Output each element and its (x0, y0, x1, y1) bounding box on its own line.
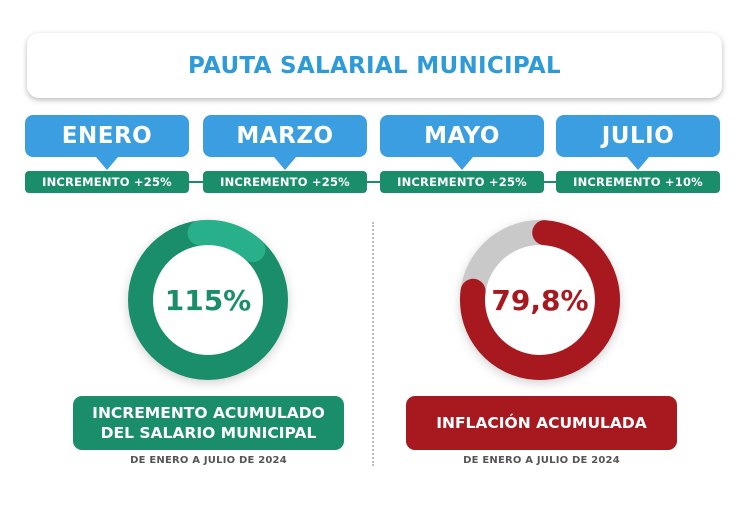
inflation-label: INFLACIÓN ACUMULADA (436, 414, 647, 432)
inflation-period: DE ENERO A JULIO DE 2024 (463, 455, 620, 466)
dotted-divider (372, 222, 374, 466)
page-title: PAUTA SALARIAL MUNICIPAL (188, 52, 561, 79)
increment-label: INCREMENTO +25% (220, 175, 350, 189)
salary-ring-graphic (128, 219, 288, 380)
increment-bar-mayo: INCREMENTO +25% (380, 171, 544, 193)
month-label: ENERO (61, 123, 153, 149)
month-box-julio: JULIO (556, 115, 720, 170)
arrow-down-icon (96, 157, 118, 170)
month-label: MAYO (424, 123, 500, 149)
inflation-ring-graphic (460, 220, 620, 380)
salary-label-box: INCREMENTO ACUMULADO DEL SALARIO MUNICIP… (73, 396, 344, 450)
salary-donut-chart: 115% (126, 218, 290, 382)
inflation-donut-chart: 79,8% (458, 218, 622, 382)
increment-bar-marzo: INCREMENTO +25% (203, 171, 367, 193)
month-box-marzo: MARZO (203, 115, 367, 170)
month-box-enero: ENERO (25, 115, 189, 170)
salary-label-line2: DEL SALARIO MUNICIPAL (100, 424, 317, 442)
inflation-label-box: INFLACIÓN ACUMULADA (406, 396, 677, 450)
title-card: PAUTA SALARIAL MUNICIPAL (27, 33, 722, 98)
increment-bar-julio: INCREMENTO +10% (556, 171, 720, 193)
salary-label-line1: INCREMENTO ACUMULADO (92, 404, 325, 422)
increment-label: INCREMENTO +25% (42, 175, 172, 189)
increment-label: INCREMENTO +25% (397, 175, 527, 189)
salary-value: 115% (164, 283, 252, 317)
month-label: MARZO (236, 123, 334, 149)
inflation-value: 79,8% (491, 283, 589, 317)
arrow-down-icon (627, 157, 649, 170)
month-label: JULIO (601, 123, 675, 149)
increment-bar-enero: INCREMENTO +25% (25, 171, 189, 193)
salary-period: DE ENERO A JULIO DE 2024 (130, 455, 287, 466)
arrow-down-icon (451, 157, 473, 170)
increment-label: INCREMENTO +10% (573, 175, 703, 189)
month-box-mayo: MAYO (380, 115, 544, 170)
timeline-connector-line (100, 181, 640, 183)
arrow-down-icon (274, 157, 296, 170)
